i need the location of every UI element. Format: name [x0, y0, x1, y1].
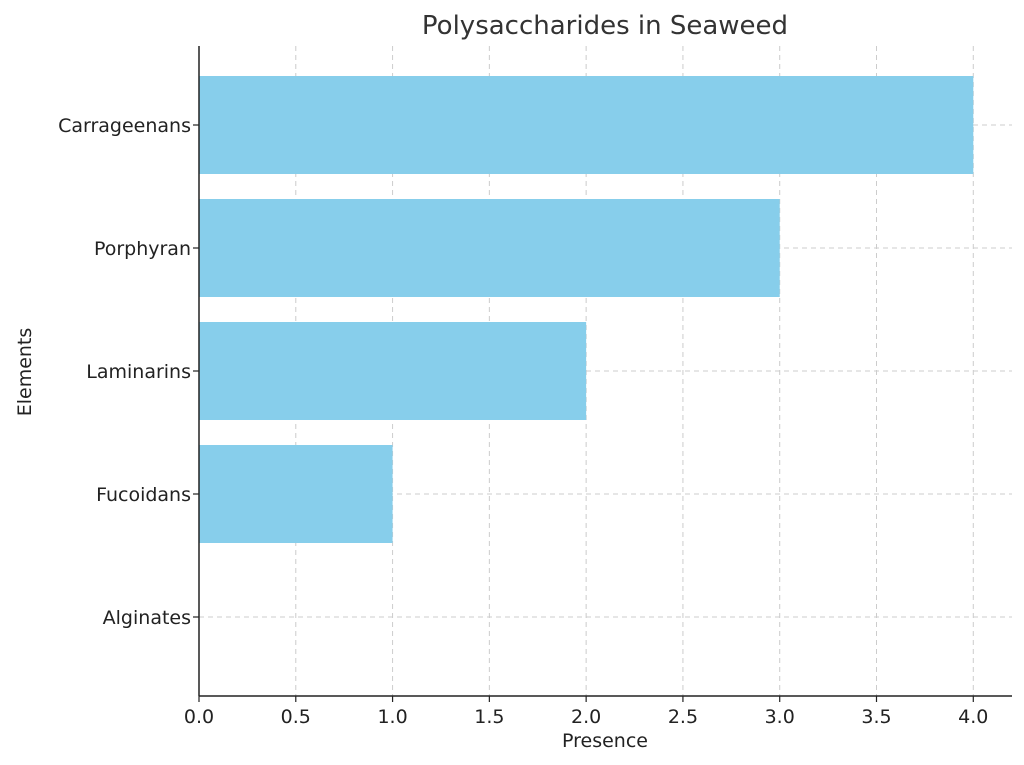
bar-carrageenans [199, 76, 974, 174]
y-ticks: Alginates Fucoidans Laminarins Porphyran Car… [58, 115, 199, 629]
y-tick-label: Fucoidans [96, 484, 191, 506]
bar-fucoidans [199, 445, 393, 543]
x-ticks: 0.0 0.5 1.0 1.5 2.0 2.5 3.0 3.5 4.0 [184, 696, 988, 728]
chart-title: Polysaccharides in Seaweed [422, 11, 788, 41]
x-tick-label: 3.0 [765, 706, 795, 728]
x-tick-label: 0.5 [281, 706, 311, 728]
y-axis-label: Elements [14, 328, 36, 417]
x-tick-label: 0.0 [184, 706, 214, 728]
x-tick-label: 2.5 [668, 706, 698, 728]
x-tick-label: 1.5 [474, 706, 504, 728]
bar-laminarins [199, 322, 587, 420]
x-axis-label: Presence [562, 730, 648, 752]
x-tick-label: 3.5 [861, 706, 891, 728]
x-tick-label: 4.0 [958, 706, 988, 728]
x-tick-label: 2.0 [571, 706, 601, 728]
y-tick-label: Porphyran [94, 238, 191, 260]
y-tick-label: Laminarins [86, 361, 191, 383]
bar-porphyran [199, 199, 780, 297]
bars [199, 76, 974, 543]
y-tick-label: Alginates [103, 607, 191, 629]
x-tick-label: 1.0 [377, 706, 407, 728]
y-tick-label: Carrageenans [58, 115, 191, 137]
